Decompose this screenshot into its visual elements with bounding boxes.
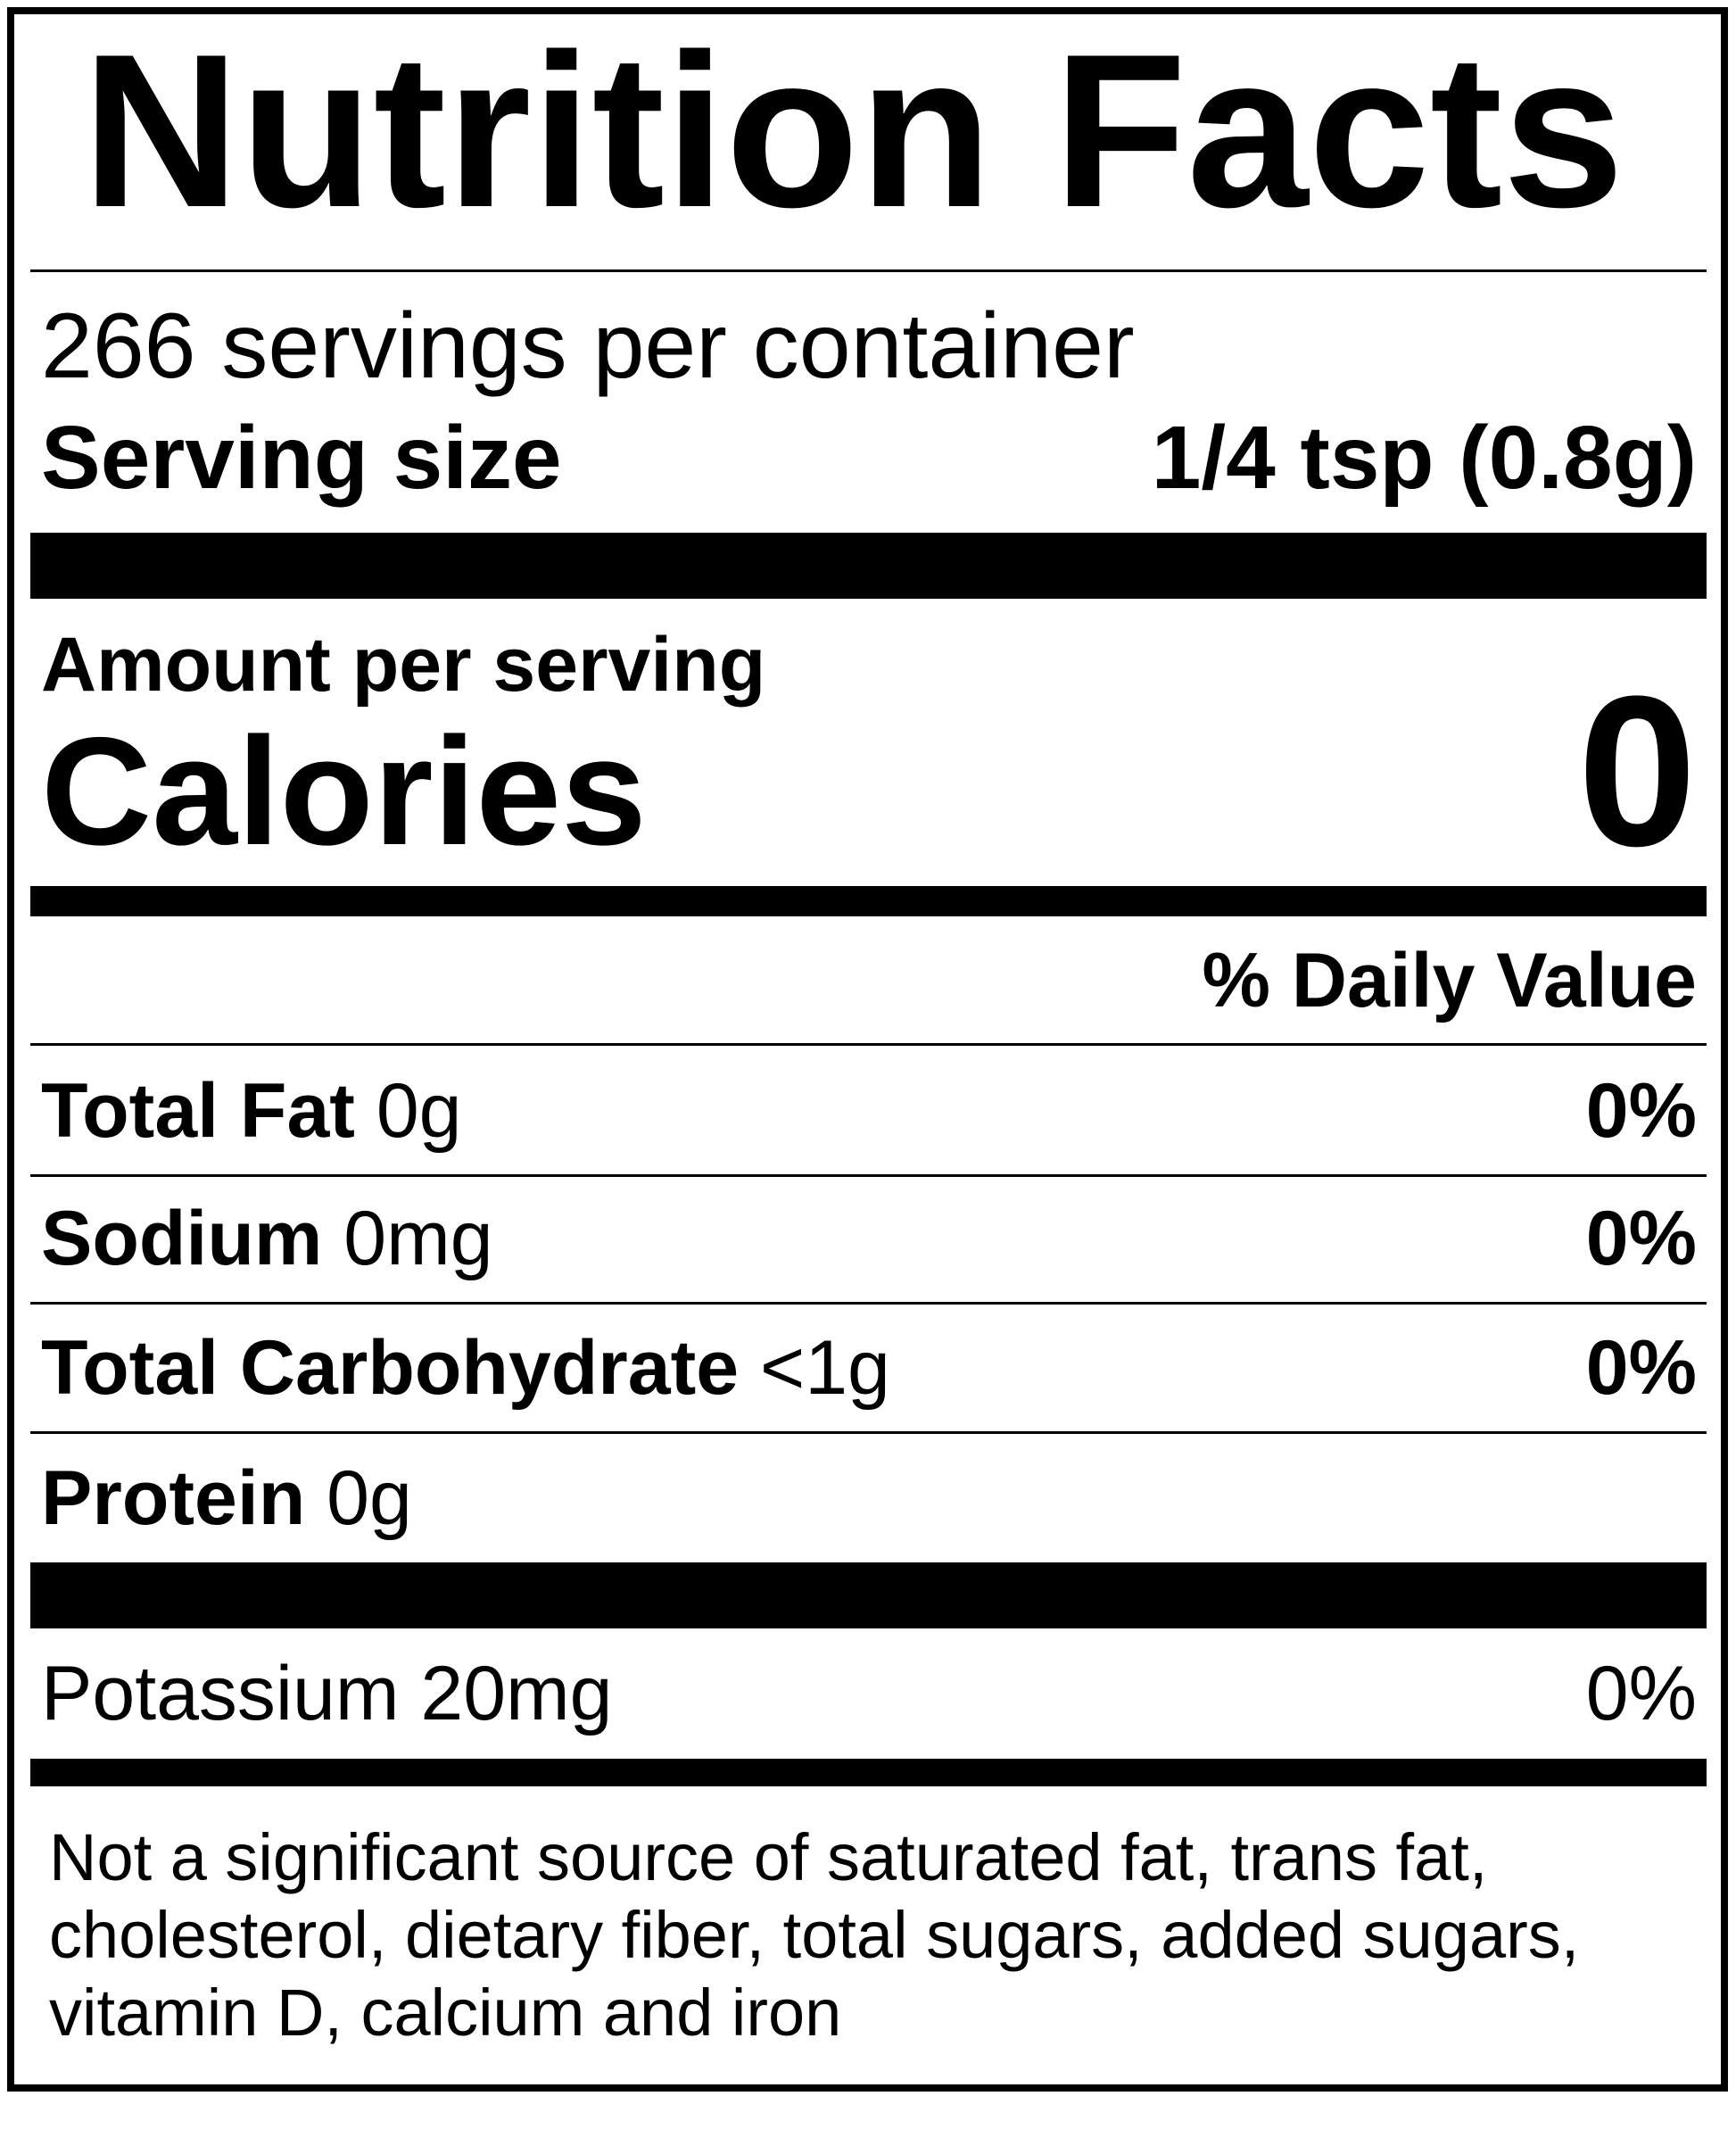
- nutrient-dv: 0%: [1585, 1068, 1697, 1154]
- serving-size-value: 1/4 tsp (0.8g): [1151, 408, 1697, 508]
- nutrient-row-protein: Protein 0g: [41, 1460, 412, 1537]
- potassium-dv: 0%: [1585, 1651, 1697, 1736]
- nutrient-amount: 0g: [376, 1068, 462, 1154]
- nutrient-amount: 0mg: [343, 1196, 493, 1281]
- servings-per-container: 266 servings per container: [41, 294, 1135, 398]
- label-title: Nutrition Facts: [82, 8, 1624, 253]
- daily-value-header: % Daily Value: [1202, 938, 1697, 1023]
- nutrient-name: Sodium: [41, 1196, 323, 1281]
- amount-per-serving: Amount per serving: [41, 622, 766, 708]
- nutrient-amount: 0g: [327, 1455, 412, 1541]
- thick-divider: [30, 533, 1707, 599]
- nutrient-row-sodium: Sodium 0mg: [41, 1200, 493, 1277]
- medium-divider: [30, 1759, 1707, 1786]
- nutrient-dv: 0%: [1585, 1325, 1697, 1411]
- nutrient-name: Total Carbohydrate: [41, 1325, 740, 1411]
- divider: [30, 269, 1707, 272]
- nutrient-name: Total Fat: [41, 1068, 355, 1154]
- potassium-row: Potassium 20mg: [41, 1651, 613, 1736]
- thick-divider: [30, 1562, 1707, 1628]
- nutrient-dv: 0%: [1585, 1196, 1697, 1281]
- divider: [30, 1431, 1707, 1434]
- footnote: Not a significant source of saturated fa…: [49, 1820, 1580, 2050]
- calories-label: Calories: [41, 706, 647, 877]
- medium-divider: [30, 886, 1707, 916]
- divider: [30, 1043, 1707, 1046]
- divider: [30, 1174, 1707, 1177]
- nutrient-name: Protein: [41, 1455, 306, 1541]
- serving-size-label: Serving size: [41, 408, 562, 508]
- nutrient-amount: <1g: [759, 1325, 890, 1411]
- nutrient-row-total-fat: Total Fat 0g: [41, 1073, 462, 1149]
- label-border: [7, 7, 1728, 2092]
- nutrient-row-total-carbohydrate: Total Carbohydrate <1g: [41, 1330, 890, 1406]
- calories-value: 0: [1577, 651, 1697, 891]
- divider: [30, 1302, 1707, 1305]
